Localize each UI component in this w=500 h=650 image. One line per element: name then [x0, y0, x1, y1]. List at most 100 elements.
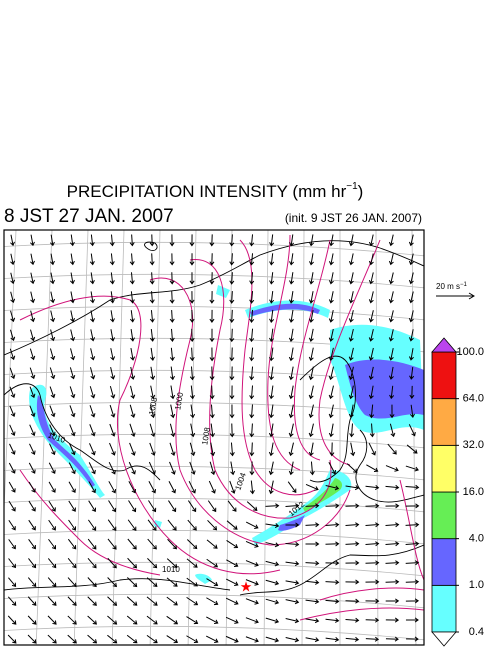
wind-arrow	[285, 522, 300, 528]
wind-arrow	[385, 617, 400, 623]
wind-arrow	[308, 385, 314, 400]
wind-arrow	[49, 386, 56, 399]
wind-arrow	[68, 500, 76, 512]
wind-arrow	[308, 404, 314, 419]
wind-arrow	[288, 461, 294, 476]
wind-arrow	[387, 443, 397, 455]
wind-arrow	[169, 423, 176, 438]
wind-arrow	[348, 347, 354, 361]
wind-arrow	[345, 541, 360, 547]
wind-arrow	[126, 596, 138, 606]
wind-arrow	[48, 500, 56, 512]
wind-arrow	[209, 272, 215, 285]
wind-arrow	[68, 481, 76, 494]
wind-arrow	[225, 616, 239, 624]
wind-scale-superscript: −1	[460, 282, 468, 288]
wind-arrow	[408, 253, 414, 266]
wind-arrow	[245, 540, 259, 548]
latitude-line	[4, 593, 424, 609]
wind-scale-label: 20 m s−1	[436, 282, 468, 292]
wind-arrow	[9, 424, 16, 436]
wind-arrow	[229, 234, 235, 247]
wind-arrow	[405, 579, 420, 585]
longitude-line	[225, 230, 233, 645]
wind-arrow	[146, 596, 158, 606]
wind-arrow	[408, 424, 416, 437]
wind-arrow	[89, 234, 95, 247]
wind-arrow	[69, 253, 75, 266]
wind-arrow	[226, 540, 239, 549]
wind-arrow	[366, 464, 379, 473]
wind-arrow	[50, 272, 55, 285]
wind-arrow	[48, 519, 56, 531]
wind-arrow	[127, 577, 138, 588]
title-text: PRECIPITATION INTENSITY (mm hr	[67, 182, 347, 201]
wind-arrow	[348, 291, 354, 304]
wind-arrow	[269, 253, 275, 266]
wind-arrow	[308, 272, 314, 285]
wind-arrow	[348, 272, 354, 285]
wind-arrow	[249, 309, 255, 323]
wind-arrow	[229, 309, 235, 323]
wind-arrow	[169, 442, 176, 457]
wind-arrow	[170, 385, 176, 400]
wind-arrow	[288, 404, 294, 419]
wind-arrow	[305, 560, 320, 566]
wind-arrow	[127, 538, 137, 550]
wind-arrow	[68, 462, 76, 475]
wind-arrow	[128, 481, 137, 494]
wind-arrow	[9, 443, 16, 455]
colorbar-segment	[431, 538, 457, 586]
wind-arrow	[249, 347, 255, 362]
wind-arrow	[350, 442, 356, 457]
wind-arrow	[87, 557, 97, 569]
wind-arrow	[87, 596, 97, 606]
wind-arrow	[30, 272, 36, 285]
wind-arrow	[149, 328, 155, 342]
wind-arrow	[285, 503, 300, 509]
wind-arrow	[265, 636, 280, 643]
wind-arrow	[28, 558, 37, 569]
wind-arrow	[289, 291, 294, 304]
wind-arrow	[146, 615, 158, 625]
wind-arrow	[187, 500, 197, 513]
wind-arrow	[305, 541, 320, 547]
latitude-line	[4, 625, 424, 641]
longitude-line	[111, 230, 125, 645]
wind-arrow	[10, 234, 15, 247]
wind-arrow	[209, 423, 215, 438]
wind-arrow	[209, 291, 215, 304]
wind-arrow	[9, 329, 16, 342]
wind-arrow	[288, 347, 294, 362]
wind-arrow	[67, 634, 77, 644]
wind-arrow	[208, 480, 216, 494]
wind-arrow	[166, 596, 178, 606]
wind-arrow	[7, 615, 17, 625]
wind-arrow	[209, 347, 215, 362]
wind-arrow	[47, 596, 57, 606]
wind-arrow	[70, 329, 76, 342]
wind-arrow	[365, 579, 380, 585]
wind-arrow	[166, 577, 178, 587]
wind-arrow	[28, 519, 36, 531]
wind-arrow	[289, 253, 295, 266]
wind-arrow	[348, 366, 354, 381]
wind-arrow	[9, 405, 16, 418]
contour-label: 1010	[162, 565, 180, 574]
wind-arrow	[265, 598, 280, 605]
wind-arrow	[48, 538, 57, 550]
wind-arrow	[268, 480, 274, 495]
wind-arrow	[130, 385, 136, 399]
wind-arrow	[129, 291, 135, 304]
wind-arrow	[285, 636, 300, 643]
wind-arrow	[249, 366, 255, 381]
wind-arrow	[47, 577, 57, 588]
wind-arrow	[385, 541, 400, 547]
wind-arrow	[148, 461, 156, 475]
title-superscript: −1	[346, 181, 358, 192]
wind-arrow	[89, 386, 96, 399]
wind-arrow	[167, 519, 177, 531]
wind-arrow	[47, 558, 57, 569]
wind-arrow	[107, 519, 117, 531]
